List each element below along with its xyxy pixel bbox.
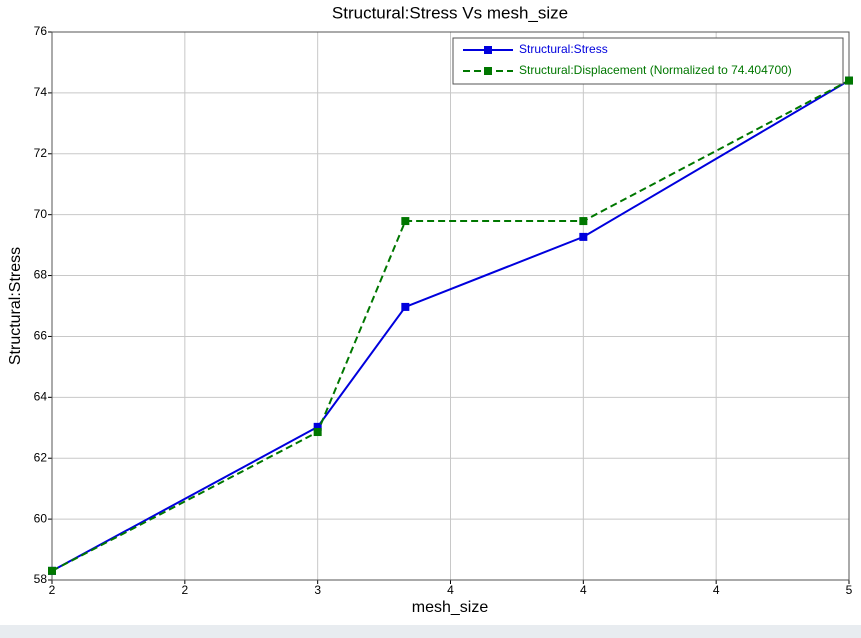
data-point [579, 232, 588, 241]
chart: Structural:Stress Vs mesh_size mesh_size… [0, 0, 861, 625]
data-point [579, 217, 588, 226]
chart-title: Structural:Stress Vs mesh_size [332, 3, 568, 22]
data-point [313, 428, 322, 437]
x-tick-label: 3 [314, 583, 321, 597]
data-point [401, 302, 410, 311]
data-point [845, 76, 853, 85]
background [0, 0, 861, 625]
y-tick-label: 58 [34, 572, 48, 586]
y-tick-label: 72 [34, 146, 48, 160]
y-tick-label: 70 [34, 207, 48, 221]
y-tick-label: 68 [34, 268, 48, 282]
y-tick-label: 64 [34, 390, 48, 404]
data-point [401, 217, 410, 226]
x-tick-label: 4 [447, 583, 454, 597]
y-tick-label: 76 [34, 24, 48, 38]
x-tick-label: 4 [713, 583, 720, 597]
y-tick-label: 66 [34, 329, 48, 343]
plot-frame [51, 31, 850, 581]
legend-box [452, 37, 844, 85]
legend-marker [484, 46, 492, 54]
y-axis-label: Structural:Stress [7, 247, 24, 365]
y-tick-label: 62 [34, 450, 48, 464]
x-tick-label: 2 [181, 583, 188, 597]
legend-label: Structural:Displacement (Normalized to 7… [519, 63, 792, 77]
legend-label: Structural:Stress [519, 42, 608, 56]
legend-marker [484, 67, 492, 75]
y-tick-label: 74 [34, 85, 48, 99]
x-tick-label: 5 [846, 583, 853, 597]
x-axis-label: mesh_size [412, 599, 489, 616]
y-tick-label: 60 [34, 511, 48, 525]
x-tick-label: 2 [49, 583, 56, 597]
status-bar [0, 625, 861, 638]
x-tick-label: 4 [580, 583, 587, 597]
data-point [48, 566, 56, 575]
data-point [313, 422, 322, 431]
